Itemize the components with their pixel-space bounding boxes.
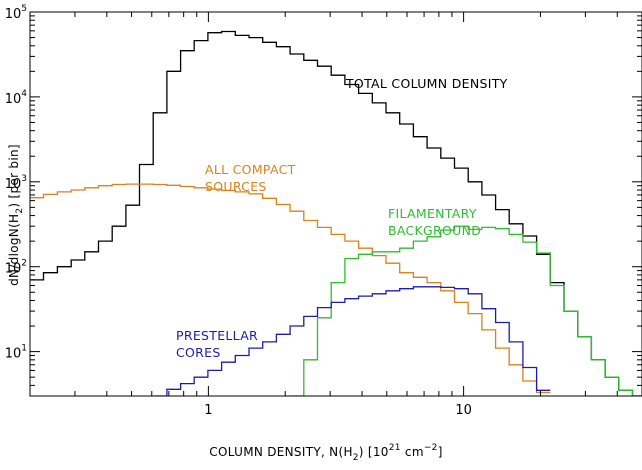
ticks-layer: 1 10 101 102 103 104 105 — [5, 4, 642, 418]
plot-frame — [29, 11, 642, 397]
annotation-all-compact-sources-line2: SOURCES — [205, 179, 267, 194]
series-line-total-column-density — [30, 30, 642, 396]
y-axis-title: dN/dlogN(H2) [per bin] — [7, 144, 25, 286]
annotation-layer: TOTAL COLUMN DENSITY ALL COMPACT SOURCES FI… — [176, 76, 508, 360]
annotation-prestellar-cores-line1: PRESTELLAR — [176, 328, 258, 343]
y-tick-label: 102 — [5, 259, 27, 277]
series-layer — [30, 30, 642, 396]
series-line-prestellar-cores — [153, 286, 551, 396]
annotation-filamentary-background-line1: FILAMENTARY — [388, 206, 477, 221]
series-line-all-compact-sources — [30, 183, 551, 394]
annotation-prestellar-cores-line2: CORES — [176, 345, 221, 360]
annotation-filamentary-background-line2: BACKGROUND — [388, 223, 481, 238]
y-tick-label: 105 — [5, 4, 27, 22]
annotation-total-column-density-line1: TOTAL COLUMN DENSITY — [345, 76, 508, 91]
series-line-filamentary-background — [290, 225, 642, 396]
y-tick-label: 101 — [5, 344, 27, 362]
y-tick-label: 104 — [5, 89, 28, 107]
x-tick-label: 10 — [455, 403, 472, 418]
annotation-all-compact-sources-line1: ALL COMPACT — [205, 162, 296, 177]
y-tick-label: 103 — [5, 174, 27, 192]
x-axis-title: COLUMN DENSITY, N(H2) [1021 cm−2] — [209, 443, 442, 463]
x-tick-label: 1 — [204, 403, 212, 418]
